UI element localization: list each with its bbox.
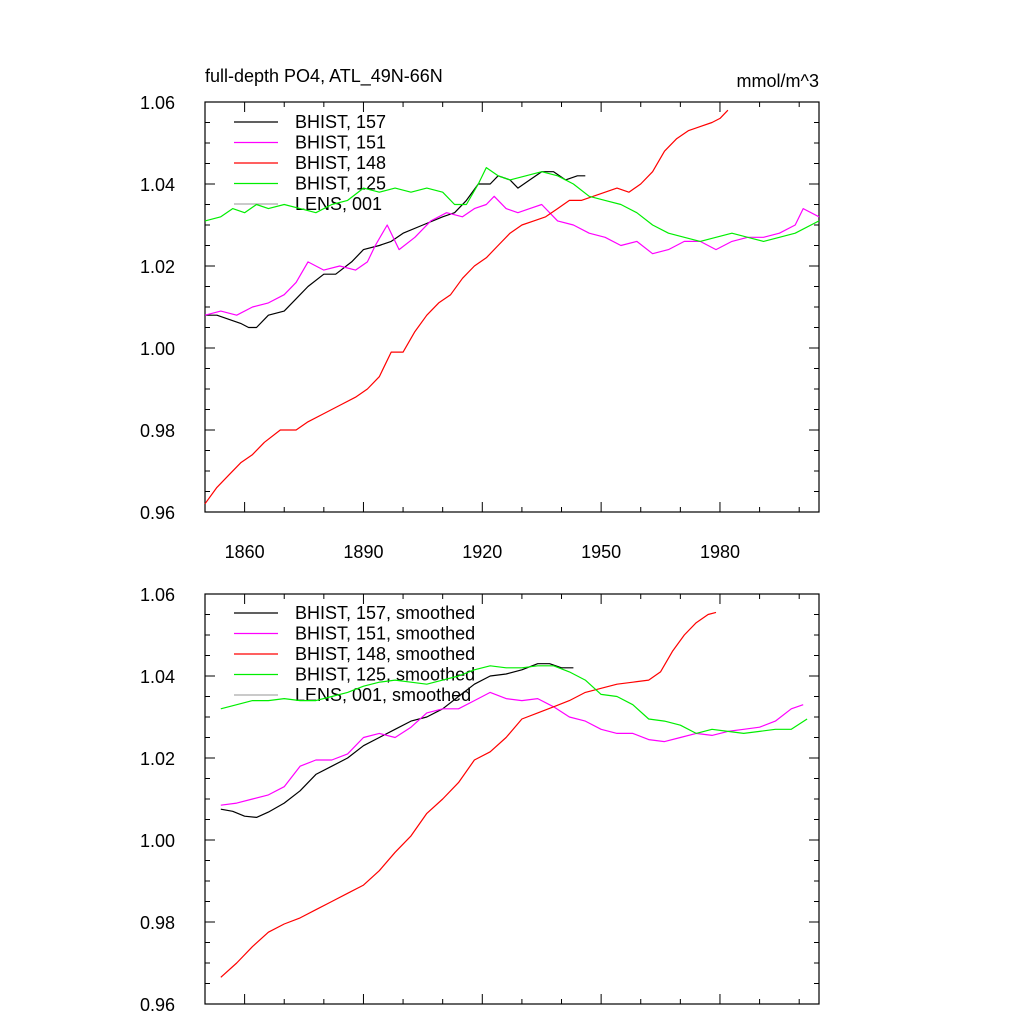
bottom-panel: 0.96 0.98 1.00 1.02 1.04 1.06 BHIST, 157, smoo… bbox=[140, 585, 820, 1015]
legend-label: LENS, 001 bbox=[295, 194, 382, 214]
legend-label: BHIST, 148 bbox=[295, 153, 386, 173]
series-line-bhist-151 bbox=[204, 195, 820, 316]
chart-title: full-depth PO4, ATL_49N-66N bbox=[205, 66, 443, 87]
series-line-bhist-148 bbox=[204, 109, 729, 505]
x-tick-label: 1860 bbox=[225, 542, 265, 562]
y-tick-label: 0.96 bbox=[140, 503, 175, 523]
y-tick-label: 1.00 bbox=[140, 339, 175, 359]
x-tick-label: 1980 bbox=[700, 542, 740, 562]
series-line-bhist-157 bbox=[205, 171, 586, 329]
legend-label: BHIST, 151 bbox=[295, 133, 386, 153]
legend-label: LENS, 001, smoothed bbox=[295, 685, 471, 705]
y-tick-label: 1.00 bbox=[140, 831, 175, 851]
series-line-bhist-125-smoothed bbox=[220, 665, 808, 735]
y-tick-label: 0.98 bbox=[140, 913, 175, 933]
x-tick-label: 1950 bbox=[581, 542, 621, 562]
y-tick-label: 1.06 bbox=[140, 585, 175, 605]
y-tick-label: 0.98 bbox=[140, 421, 175, 441]
legend-label: BHIST, 125, smoothed bbox=[295, 665, 475, 685]
series-line-bhist-157-smoothed bbox=[220, 663, 574, 819]
legend-label: BHIST, 157, smoothed bbox=[295, 603, 475, 623]
y-tick-label: 1.06 bbox=[140, 93, 175, 113]
series-line-bhist-125 bbox=[204, 167, 820, 242]
legend-label: BHIST, 157 bbox=[295, 112, 386, 132]
series-line-bhist-151-smoothed bbox=[220, 691, 804, 806]
units-label: mmol/m^3 bbox=[737, 71, 819, 91]
y-tick-label: 0.96 bbox=[140, 995, 175, 1015]
top-panel: 1860 1890 1920 1950 1980 0.96 0.98 1.00 1.02 1.04… bbox=[140, 93, 820, 562]
legend-label: BHIST, 148, smoothed bbox=[295, 644, 475, 664]
y-tick-label: 1.02 bbox=[140, 749, 175, 769]
x-tick-label: 1890 bbox=[343, 542, 383, 562]
series-line-bhist-148-smoothed bbox=[220, 611, 717, 978]
y-tick-label: 1.02 bbox=[140, 257, 175, 277]
y-tick-label: 1.04 bbox=[140, 175, 175, 195]
legend-label: BHIST, 151, smoothed bbox=[295, 624, 475, 644]
x-tick-label: 1920 bbox=[462, 542, 502, 562]
y-tick-label: 1.04 bbox=[140, 667, 175, 687]
